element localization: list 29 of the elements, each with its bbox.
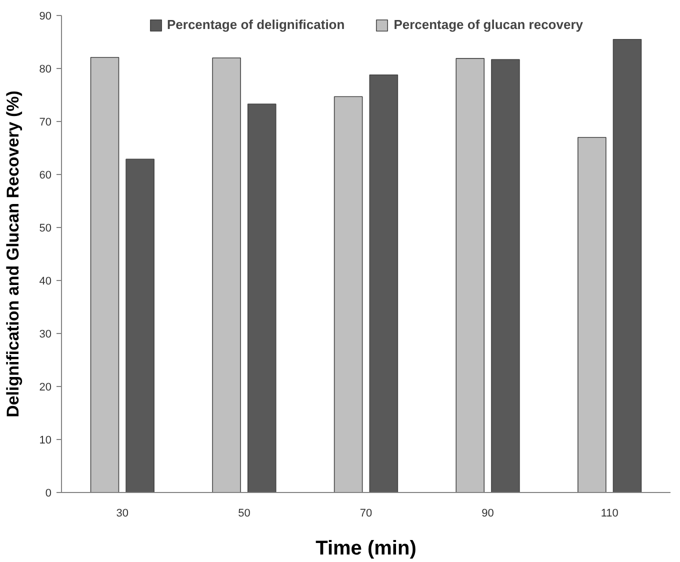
- y-tick-label: 60: [39, 170, 52, 182]
- bar: [612, 38, 642, 492]
- y-tick-label: 50: [39, 222, 52, 234]
- y-tick-label: 40: [39, 276, 52, 288]
- y-tick-label: 20: [39, 382, 52, 394]
- bar: [578, 137, 606, 492]
- legend-label: Percentage of delignification: [166, 17, 345, 32]
- bar: [247, 104, 276, 492]
- y-tick-label: 10: [39, 434, 52, 446]
- bar: [212, 58, 241, 492]
- y-axis-title: Delignification and Glucan Recovery (%): [3, 90, 22, 418]
- x-tick-label: 70: [360, 508, 372, 520]
- y-tick-label: 90: [39, 10, 52, 22]
- bar: [369, 74, 398, 492]
- bar: [126, 158, 154, 492]
- y-tick-label: 30: [39, 328, 52, 340]
- x-tick-label: 50: [238, 508, 250, 520]
- y-tick-label: 0: [45, 488, 52, 500]
- legend-label: Percentage of glucan recovery: [394, 17, 584, 32]
- x-tick-label: 30: [116, 508, 129, 520]
- y-tick-label: 80: [39, 64, 52, 76]
- x-tick-label: 110: [600, 508, 618, 520]
- x-axis-title: Time (min): [316, 538, 416, 560]
- bar: [456, 58, 485, 492]
- bar: [491, 59, 520, 492]
- bar: [90, 56, 120, 492]
- y-tick-label: 70: [39, 116, 52, 128]
- x-tick-label: 90: [482, 508, 494, 520]
- bar: [334, 96, 363, 492]
